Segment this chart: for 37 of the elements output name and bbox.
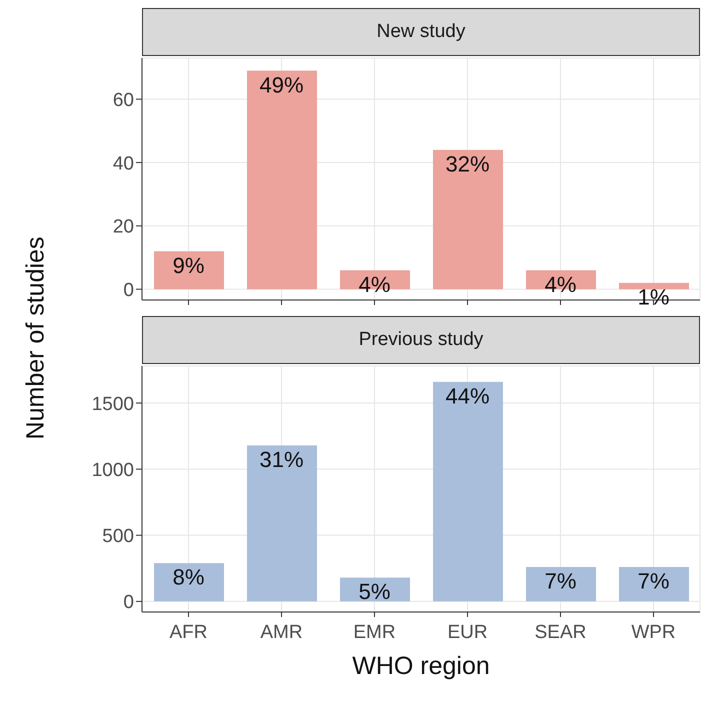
chart-title: New study	[142, 8, 700, 56]
annotation: 8%	[172, 564, 204, 590]
bar	[526, 567, 596, 602]
x-tick-label: EMR	[353, 622, 396, 643]
y-tick-label: 500	[102, 526, 134, 548]
x-tick-label: SEAR	[534, 622, 586, 643]
y-tick-label: 1000	[92, 460, 134, 481]
x-axis-title: WHO region	[351, 652, 491, 681]
annotation: 32%	[445, 151, 490, 176]
bar	[433, 382, 503, 602]
bar	[247, 445, 317, 602]
annotation: 7%	[544, 568, 576, 594]
annotation: 4%	[544, 272, 576, 297]
annotation: 31%	[259, 446, 304, 472]
bar	[433, 150, 503, 290]
annotation: 44%	[445, 383, 490, 408]
bar	[247, 70, 317, 290]
bar	[154, 563, 224, 602]
bar	[154, 251, 224, 290]
y-tick-label: 20	[112, 216, 134, 238]
y-tick-label: 40	[112, 153, 134, 174]
x-tick-label: AFR	[170, 622, 208, 643]
bar	[619, 567, 689, 602]
y-tick-label: 60	[112, 90, 134, 111]
annotation: 7%	[638, 568, 670, 594]
annotation: 4%	[358, 272, 390, 297]
y-tick-label: 0	[123, 592, 134, 614]
annotation: 5%	[358, 579, 390, 604]
annotation: 9%	[172, 252, 204, 278]
x-tick-label: WPR	[631, 622, 676, 643]
annotation: 49%	[259, 72, 304, 98]
x-tick-label: AMR	[260, 622, 303, 643]
chart-title: Previous study	[142, 316, 700, 364]
x-tick-label: EUR	[447, 622, 488, 643]
y-axis-title: Number of studies	[22, 236, 50, 440]
y-tick-label: 1500	[92, 394, 134, 415]
y-tick-label: 0	[123, 280, 134, 301]
